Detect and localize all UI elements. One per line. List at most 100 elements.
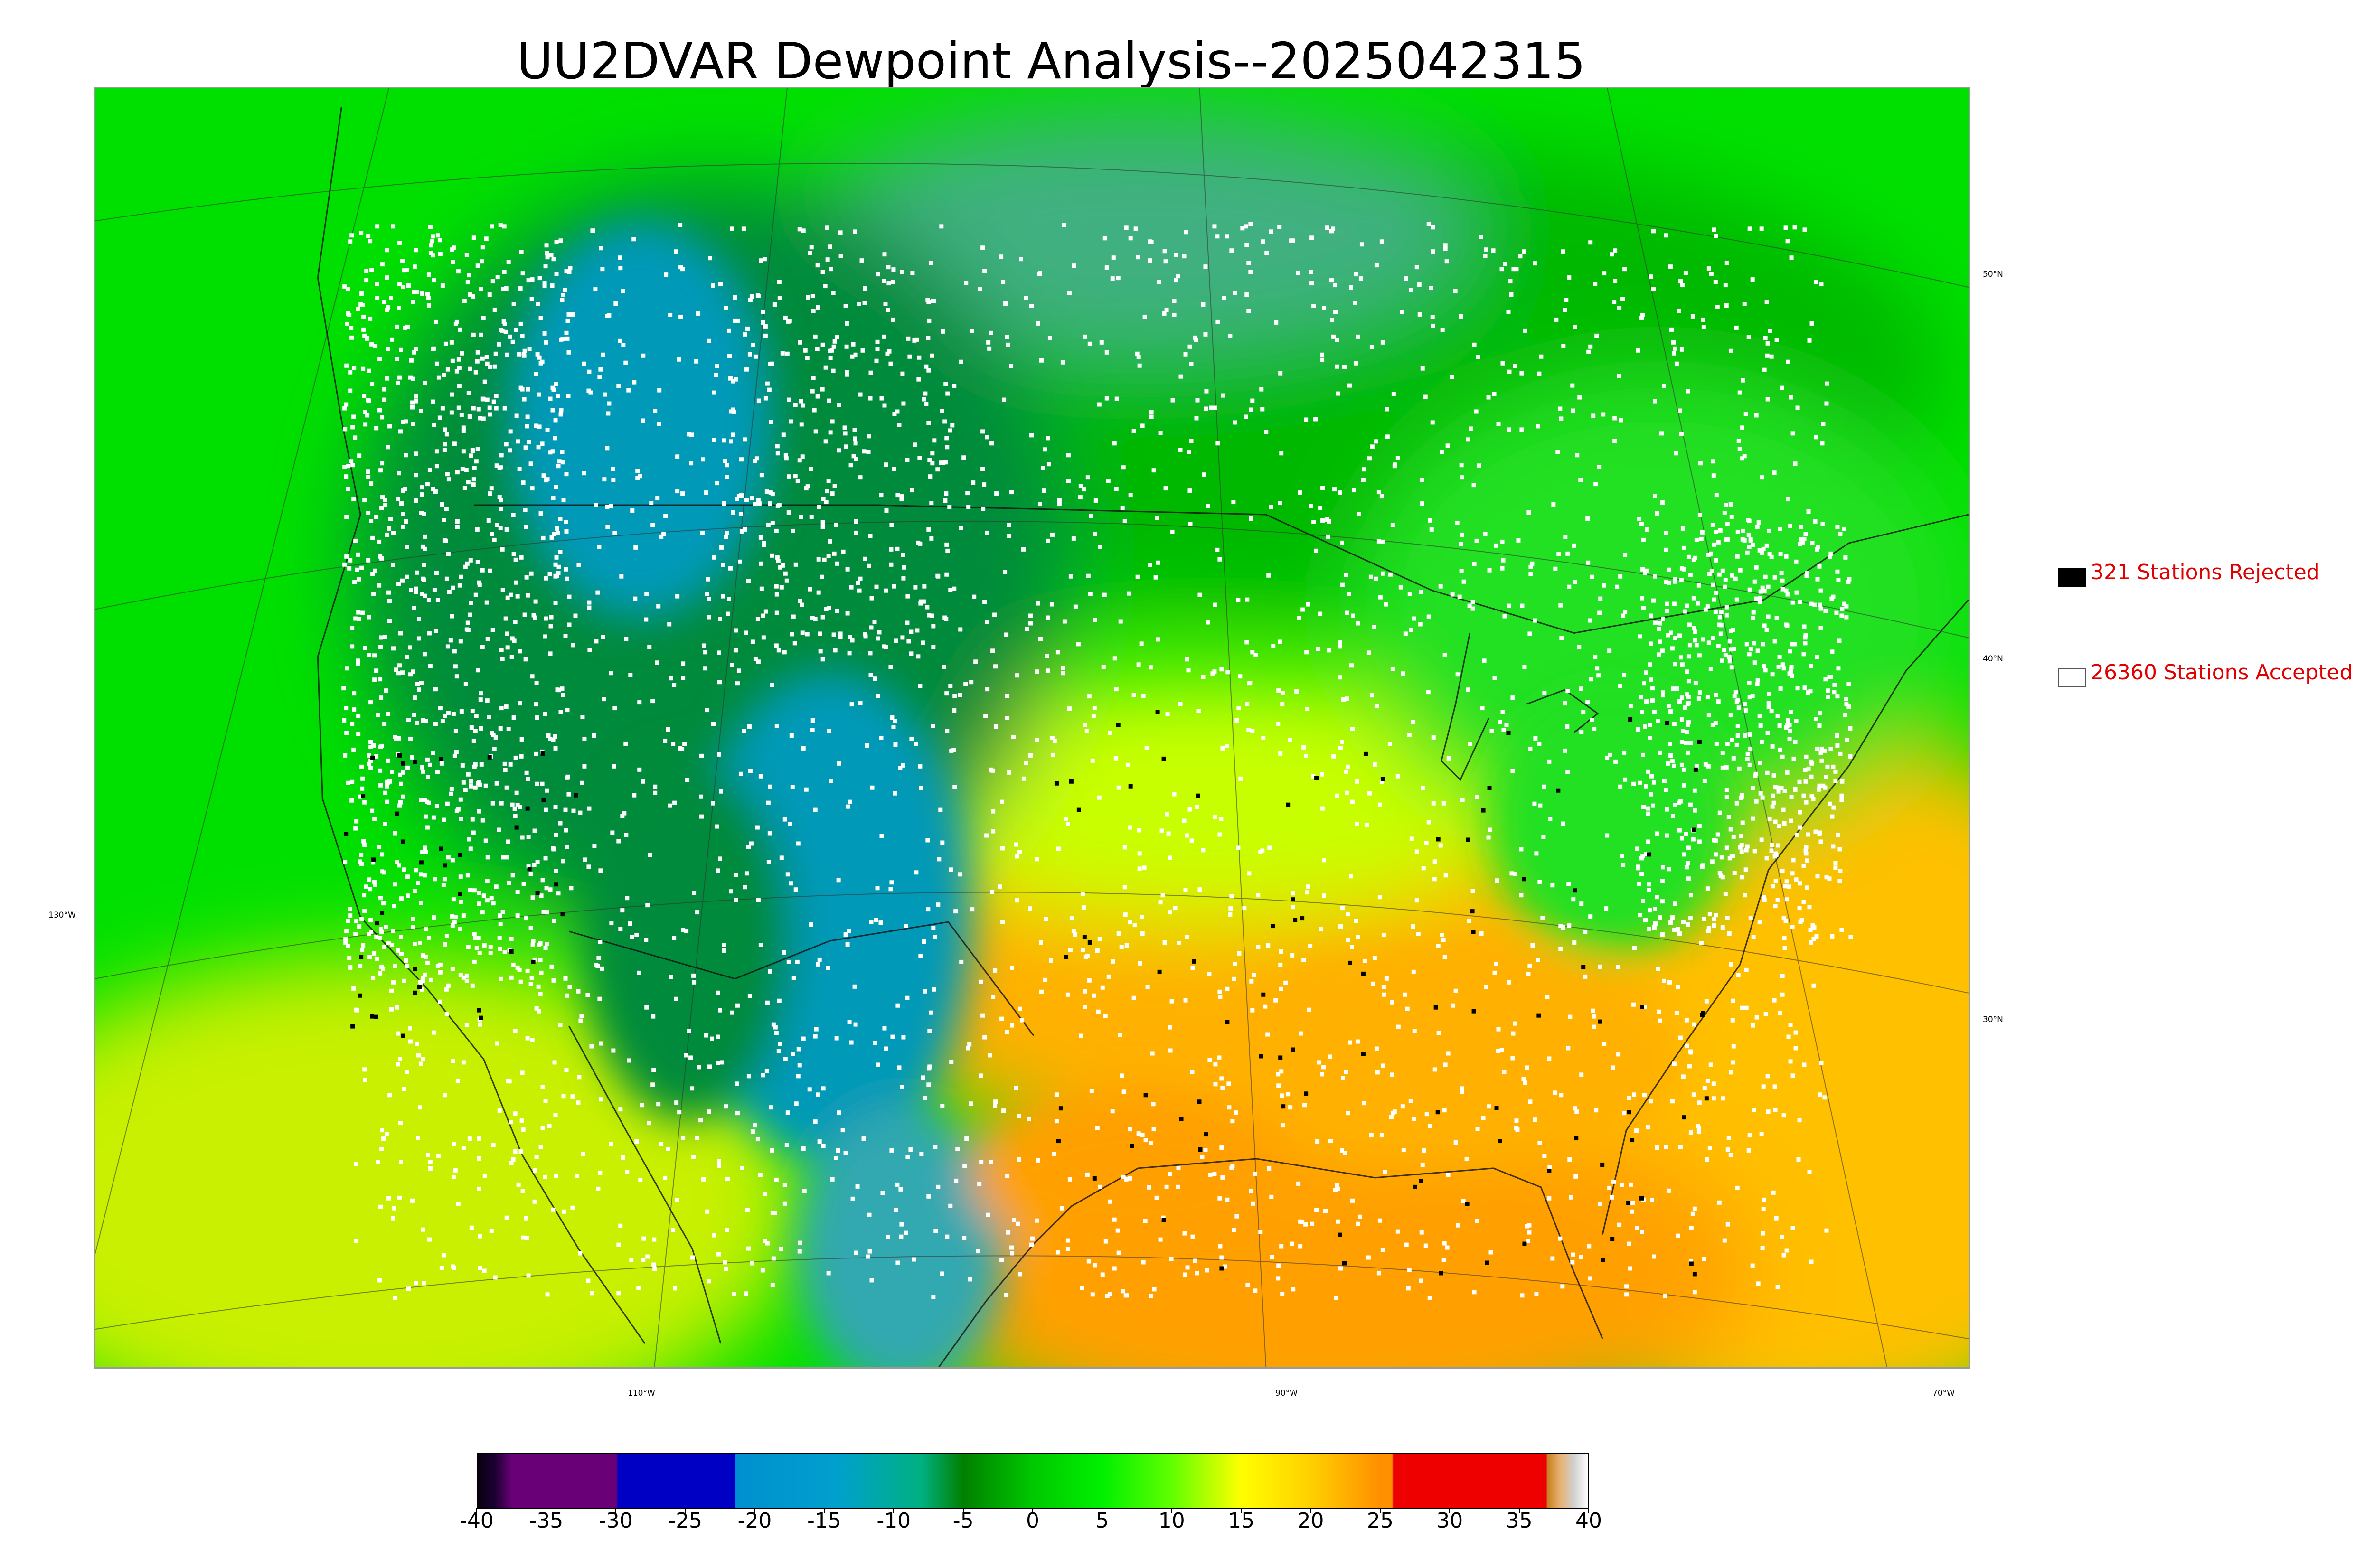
station-accepted [1710, 859, 1715, 864]
station-rejected [1470, 909, 1475, 914]
station-accepted [1778, 686, 1783, 691]
station-accepted [743, 437, 747, 442]
station-accepted [836, 1148, 840, 1153]
station-accepted [473, 785, 478, 790]
station-accepted [929, 261, 933, 265]
station-accepted [853, 352, 858, 357]
station-accepted [374, 515, 379, 519]
station-accepted [1367, 791, 1372, 796]
station-accepted [504, 442, 509, 447]
colorbar-tick [1310, 1508, 1311, 1513]
station-accepted [1834, 610, 1839, 615]
station-accepted [450, 358, 455, 363]
station-accepted [1610, 1195, 1614, 1200]
station-accepted [1159, 828, 1164, 833]
station-accepted [1677, 828, 1682, 833]
station-accepted [1492, 676, 1497, 680]
station-accepted [375, 296, 380, 300]
station-accepted [1774, 1216, 1779, 1221]
station-accepted [1640, 710, 1645, 715]
station-accepted [782, 817, 787, 822]
station-accepted [1440, 328, 1445, 332]
station-accepted [1071, 536, 1076, 541]
station-accepted [1701, 325, 1706, 329]
station-accepted [1848, 726, 1853, 731]
station-rejected [370, 1014, 375, 1019]
station-accepted [417, 979, 422, 984]
station-accepted [506, 727, 511, 731]
station-accepted [678, 746, 682, 751]
station-accepted [1000, 799, 1005, 804]
station-accepted [397, 241, 402, 245]
station-accepted [353, 538, 358, 543]
station-accepted [1566, 882, 1571, 886]
station-accepted [514, 790, 519, 795]
station-accepted [587, 648, 592, 652]
station-rejected [1556, 788, 1561, 793]
station-accepted [825, 489, 829, 494]
station-accepted [392, 904, 397, 909]
station-accepted [1722, 648, 1726, 652]
station-accepted [648, 853, 652, 857]
station-accepted [548, 736, 553, 741]
station-accepted [558, 412, 563, 417]
station-accepted [1763, 336, 1768, 340]
station-accepted [1009, 1245, 1014, 1250]
station-accepted [406, 283, 411, 288]
station-accepted [1839, 928, 1844, 932]
station-accepted [1052, 738, 1057, 743]
station-accepted [472, 466, 477, 470]
station-accepted [402, 268, 407, 273]
station-rejected [370, 755, 375, 760]
station-accepted [1790, 674, 1794, 678]
station-accepted [1673, 803, 1677, 807]
station-accepted [399, 501, 404, 506]
dewpoint-map[interactable] [94, 87, 1970, 1369]
station-accepted [1837, 879, 1842, 883]
station-accepted [1622, 1111, 1627, 1116]
station-accepted [399, 896, 404, 901]
station-accepted [547, 572, 552, 576]
station-accepted [1790, 1073, 1795, 1078]
station-accepted [728, 439, 733, 444]
station-accepted [1016, 1221, 1020, 1226]
station-accepted [1729, 854, 1734, 858]
station-accepted [1792, 225, 1797, 230]
station-accepted [800, 454, 805, 459]
station-accepted [1731, 998, 1735, 1003]
station-rejected [1056, 1139, 1061, 1144]
station-accepted [1747, 731, 1752, 736]
station-accepted [563, 634, 568, 638]
station-accepted [558, 550, 563, 554]
station-accepted [743, 332, 747, 337]
station-accepted [1025, 627, 1030, 631]
station-accepted [834, 1155, 838, 1160]
station-accepted [943, 382, 948, 386]
station-accepted [897, 1065, 902, 1070]
station-accepted [538, 316, 543, 320]
station-accepted [1821, 422, 1826, 426]
station-accepted [1725, 522, 1730, 526]
station-accepted [535, 860, 540, 864]
station-accepted [452, 1266, 456, 1270]
station-accepted [1802, 227, 1807, 232]
station-accepted [801, 746, 806, 751]
station-accepted [1671, 601, 1676, 606]
station-accepted [373, 883, 377, 887]
station-accepted [1786, 359, 1790, 364]
station-accepted [633, 545, 638, 550]
station-accepted [1139, 641, 1144, 646]
station-accepted [1679, 762, 1684, 767]
station-accepted [1173, 906, 1178, 911]
station-rejected [1082, 935, 1087, 940]
station-accepted [887, 349, 892, 354]
station-accepted [1491, 248, 1496, 253]
station-accepted [1112, 441, 1117, 446]
station-accepted [1685, 692, 1689, 697]
station-accepted [806, 295, 810, 300]
station-accepted [1730, 1018, 1735, 1023]
station-accepted [820, 270, 825, 274]
station-accepted [650, 1082, 655, 1087]
station-accepted [1798, 542, 1802, 546]
station-accepted [699, 794, 704, 799]
